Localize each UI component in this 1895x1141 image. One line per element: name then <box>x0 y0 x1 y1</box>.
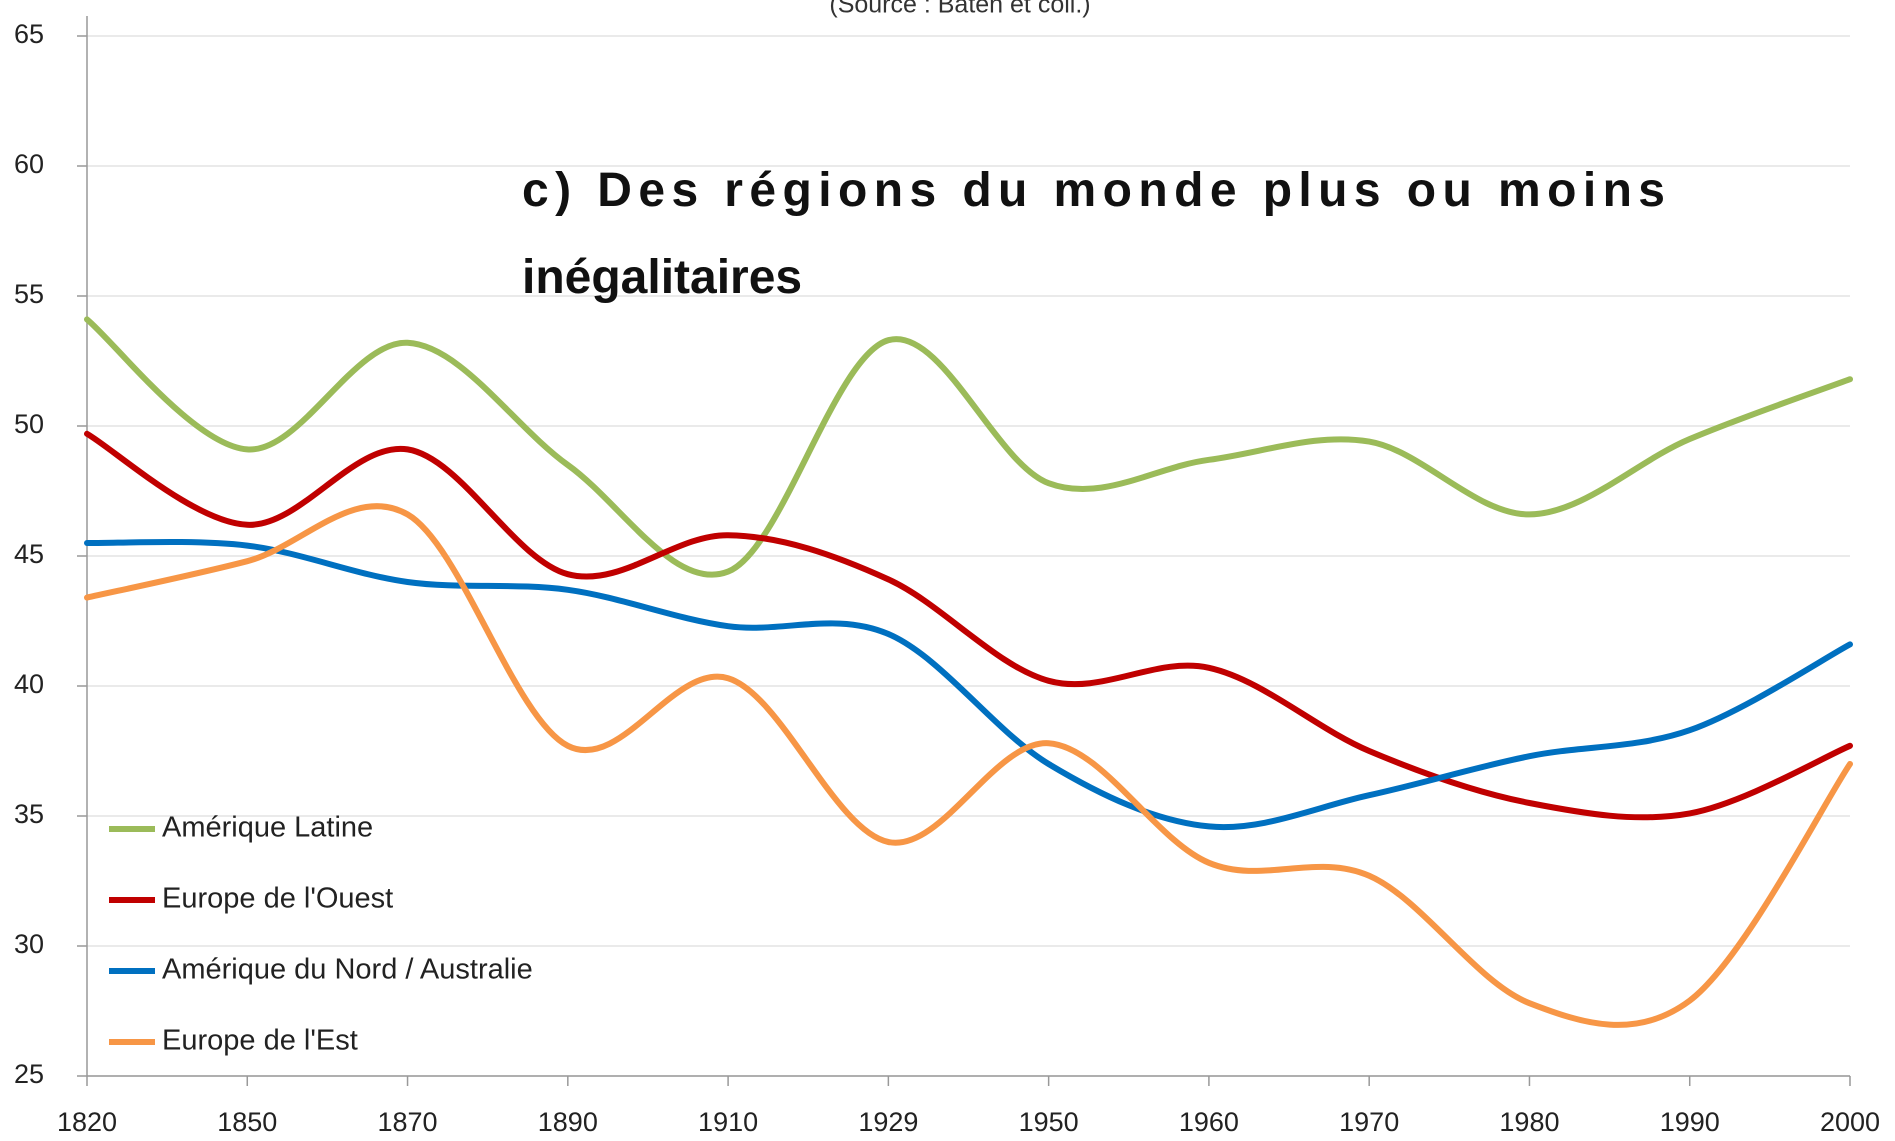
x-tick-label: 1970 <box>1339 1107 1399 1137</box>
x-tick-label: 1890 <box>538 1107 598 1137</box>
series-line <box>84 503 1853 1028</box>
series-line <box>84 538 1853 831</box>
y-tick-label: 30 <box>14 929 44 959</box>
x-tick-label: 1960 <box>1179 1107 1239 1137</box>
series-line <box>84 316 1853 578</box>
x-tick-label: 1820 <box>57 1107 117 1137</box>
x-tick-label: 1910 <box>698 1107 758 1137</box>
x-tick-label: 1929 <box>858 1107 918 1137</box>
legend-label: Europe de l'Est <box>162 1025 358 1057</box>
y-tick-label: 55 <box>14 279 44 309</box>
y-tick-label: 25 <box>14 1059 44 1089</box>
x-tick-label: 1850 <box>217 1107 277 1137</box>
series-line <box>84 430 1853 821</box>
annotation-line: c) Des régions du monde plus ou moins <box>522 164 1665 217</box>
x-tick-label: 2000 <box>1820 1107 1880 1137</box>
y-tick-label: 45 <box>14 539 44 569</box>
legend-label: Europe de l'Ouest <box>162 883 393 915</box>
annotation-line: inégalitaires <box>522 251 802 304</box>
annotation: c) Des régions du monde plus ou moins iné… <box>522 164 1665 304</box>
x-tick-label: 1980 <box>1499 1107 1559 1137</box>
y-tick-label: 35 <box>14 799 44 829</box>
y-tick-label: 65 <box>14 19 44 49</box>
legend-label: Amérique du Nord / Australie <box>162 954 533 986</box>
subtitle: (Source : Baten et coll.) <box>829 0 1090 19</box>
legend-label: Amérique Latine <box>162 812 373 844</box>
y-tick-label: 50 <box>14 409 44 439</box>
y-tick-label: 40 <box>14 669 44 699</box>
x-tick-label: 1870 <box>378 1107 438 1137</box>
x-tick-label: 1990 <box>1660 1107 1720 1137</box>
y-tick-label: 60 <box>14 149 44 179</box>
x-tick-label: 1950 <box>1019 1107 1079 1137</box>
